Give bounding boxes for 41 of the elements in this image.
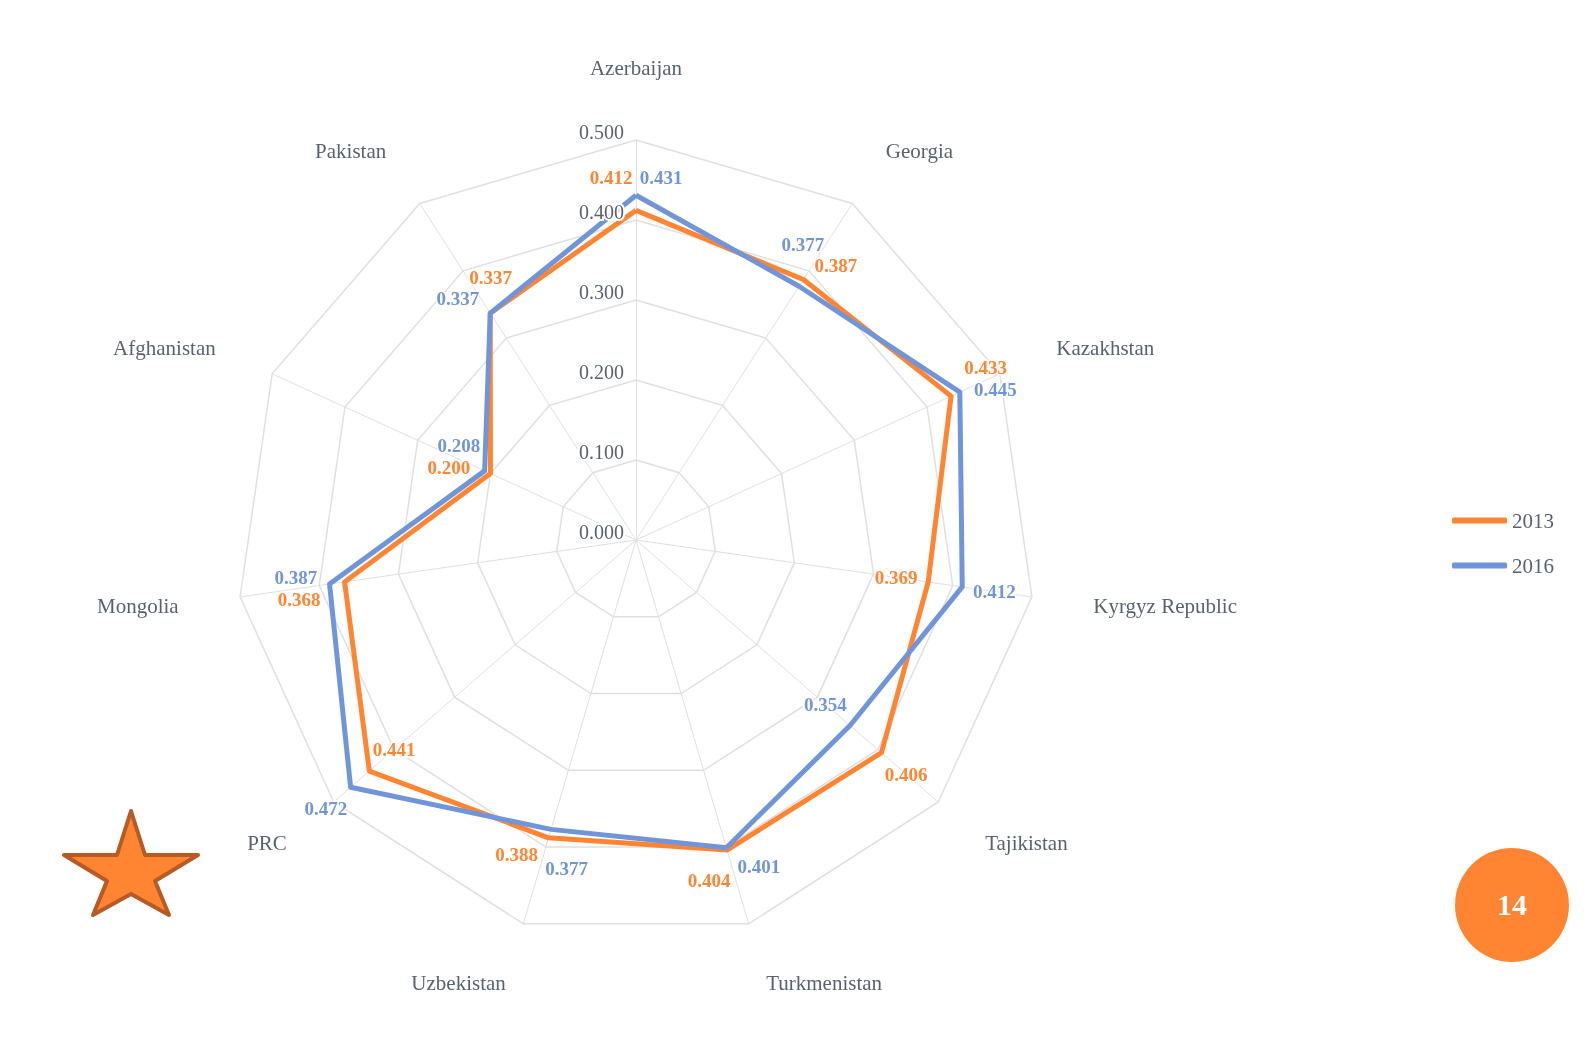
spoke-label: Kazakhstan <box>1056 336 1155 361</box>
data-label: 0.377 <box>545 858 589 880</box>
data-label: 0.441 <box>372 739 416 761</box>
y-tick-label: 0.100 <box>579 441 624 463</box>
data-label: 0.412 <box>589 166 633 188</box>
y-tick-label: 0.200 <box>579 361 624 383</box>
spoke-label: Afghanistan <box>113 336 217 361</box>
y-tick-label: 0.000 <box>579 521 624 543</box>
data-label: 0.377 <box>781 233 825 255</box>
data-label: 0.431 <box>639 166 683 188</box>
data-label: 0.369 <box>874 566 918 588</box>
data-label: 0.208 <box>437 435 481 457</box>
y-tick-label: 0.300 <box>579 281 624 303</box>
data-label: 0.472 <box>304 798 348 820</box>
spoke-label: Georgia <box>885 139 954 164</box>
data-label: 0.368 <box>277 589 321 611</box>
data-label: 0.406 <box>884 763 928 785</box>
spoke-label: Pakistan <box>315 139 387 164</box>
data-label: 0.354 <box>803 693 848 715</box>
data-label: 0.200 <box>427 457 471 479</box>
legend-label: 2013 <box>1512 508 1554 533</box>
spoke-label: Turkmenistan <box>766 971 883 996</box>
y-tick-label: 0.500 <box>579 121 624 143</box>
data-label: 0.401 <box>737 855 781 877</box>
legend-label: 2016 <box>1512 553 1554 578</box>
page-number-badge: 14 <box>1455 848 1569 962</box>
data-label: 0.337 <box>469 267 513 289</box>
spoke-label: Uzbekistan <box>411 971 507 996</box>
spoke-label: Azerbaijan <box>589 55 683 80</box>
data-label: 0.337 <box>436 288 480 310</box>
spoke-label: Tajikistan <box>985 830 1069 855</box>
data-label: 0.445 <box>974 378 1017 400</box>
data-label: 0.387 <box>274 567 318 589</box>
data-label: 0.412 <box>972 581 1016 603</box>
spoke-label: Mongolia <box>97 593 180 618</box>
spoke-label: PRC <box>247 830 287 855</box>
data-label: 0.404 <box>687 870 731 892</box>
data-label: 0.387 <box>814 254 858 276</box>
data-label: 0.433 <box>964 356 1007 378</box>
spoke-label: Kyrgyz Republic <box>1093 593 1237 618</box>
data-label: 0.388 <box>495 843 539 865</box>
